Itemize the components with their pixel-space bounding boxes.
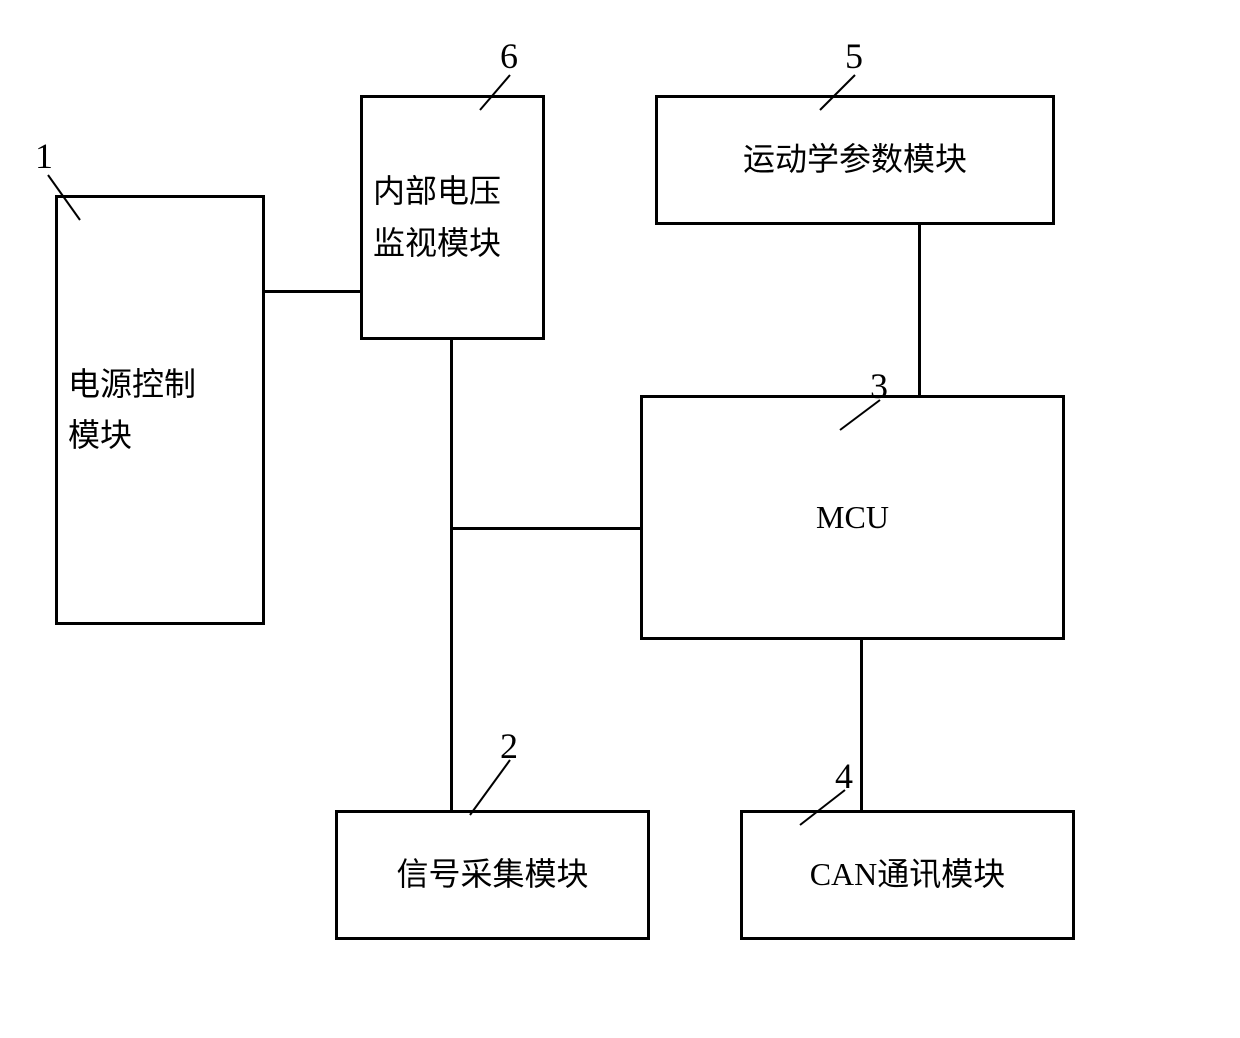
edge-6-mcu-h <box>450 527 643 530</box>
signal-acquisition-text: 信号采集模块 <box>338 839 647 910</box>
power-control-box: 电源控制模块 <box>55 195 265 625</box>
label-1: 1 <box>35 135 53 177</box>
label-2: 2 <box>500 725 518 767</box>
label-6: 6 <box>500 35 518 77</box>
kinematics-box: 运动学参数模块 <box>655 95 1055 225</box>
mcu-text: MCU <box>643 482 1062 553</box>
edge-4-mcu-v <box>860 640 863 813</box>
can-text: CAN通讯模块 <box>743 839 1072 910</box>
edge-2-mcu-v <box>450 527 453 813</box>
edge-1-6-h <box>265 290 360 293</box>
voltage-monitor-text: 内部电压监视模块 <box>363 156 542 278</box>
label-5: 5 <box>845 35 863 77</box>
signal-acquisition-box: 信号采集模块 <box>335 810 650 940</box>
label-4: 4 <box>835 755 853 797</box>
power-control-text: 电源控制模块 <box>58 349 262 471</box>
kinematics-text: 运动学参数模块 <box>658 124 1052 195</box>
mcu-box: MCU <box>640 395 1065 640</box>
edge-5-mcu-v <box>918 225 921 398</box>
voltage-monitor-box: 内部电压监视模块 <box>360 95 545 340</box>
edge-6-mcu-v <box>450 340 453 530</box>
label-3: 3 <box>870 365 888 407</box>
can-box: CAN通讯模块 <box>740 810 1075 940</box>
